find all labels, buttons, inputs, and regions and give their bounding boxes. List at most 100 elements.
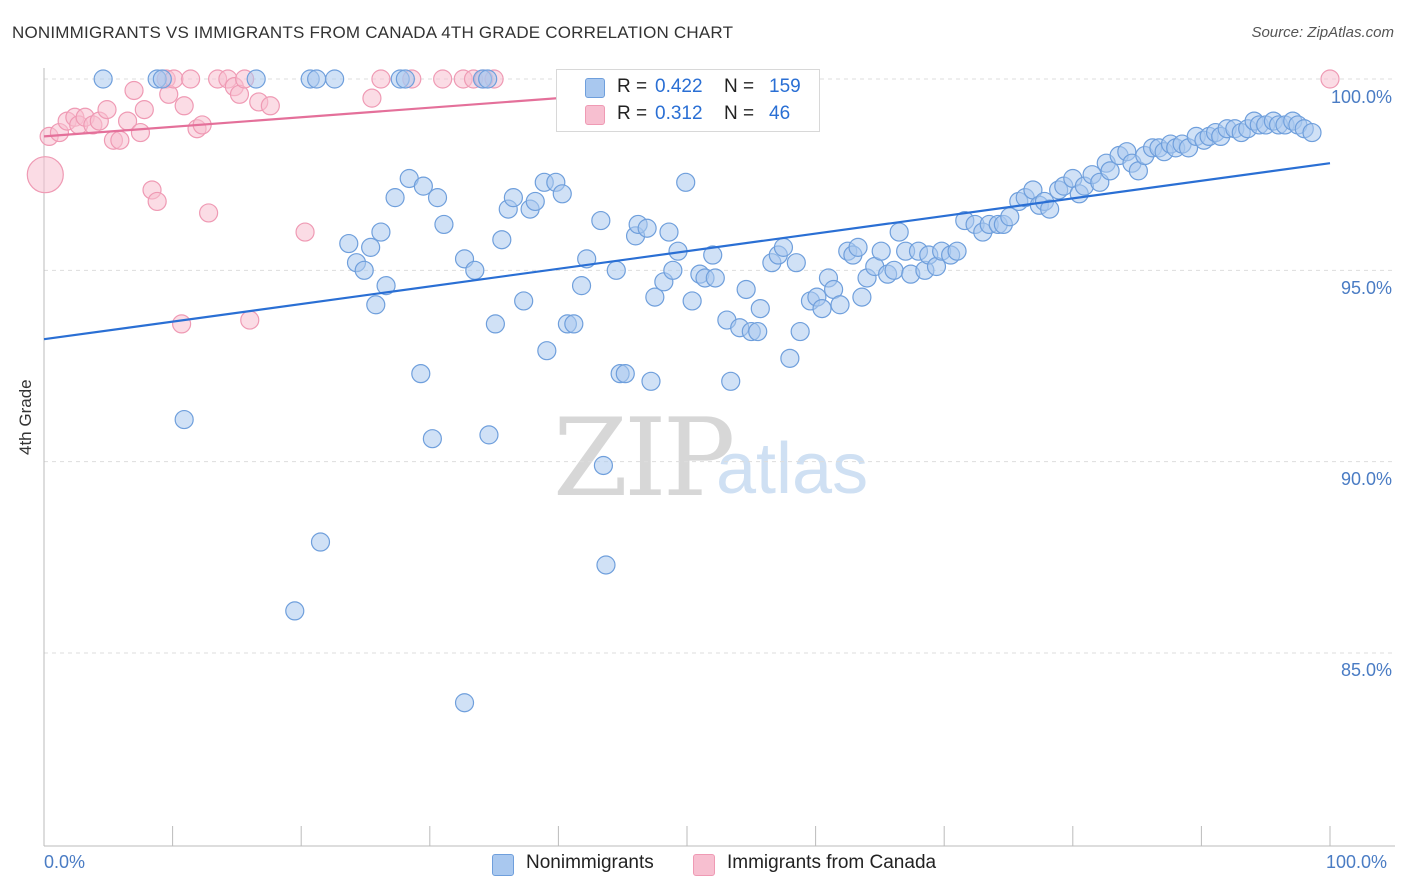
blue-swatch bbox=[585, 78, 605, 98]
point-nonimmigrants bbox=[591, 210, 611, 231]
point-nonimmigrants bbox=[514, 291, 534, 311]
point-nonimmigrants bbox=[615, 364, 635, 384]
point-nonimmigrants bbox=[830, 295, 850, 315]
point-nonimmigrants bbox=[285, 601, 305, 621]
point-nonimmigrants bbox=[682, 291, 702, 311]
pink-swatch bbox=[585, 105, 605, 125]
point-nonimmigrants bbox=[736, 279, 756, 300]
n-label: N = bbox=[724, 103, 755, 124]
point-nonimmigrants bbox=[947, 241, 967, 261]
point-immigrants bbox=[433, 69, 453, 89]
point-nonimmigrants bbox=[705, 268, 725, 288]
point-nonimmigrants bbox=[434, 214, 454, 235]
point-immigrants bbox=[362, 88, 382, 108]
grid-layer bbox=[44, 78, 1395, 654]
point-immigrants bbox=[174, 96, 194, 116]
point-immigrants bbox=[371, 69, 391, 89]
point-nonimmigrants bbox=[848, 237, 868, 257]
point-nonimmigrants bbox=[525, 191, 545, 212]
x-tick-label: 0.0% bbox=[44, 852, 86, 872]
point-nonimmigrants bbox=[1100, 161, 1120, 181]
point-immigrants bbox=[181, 69, 201, 89]
point-immigrants bbox=[130, 122, 151, 143]
point-nonimmigrants bbox=[790, 321, 810, 342]
legend-row-immigrants: R = 0.312 N = 46 bbox=[557, 101, 819, 127]
point-nonimmigrants bbox=[564, 314, 584, 334]
point-nonimmigrants bbox=[371, 222, 391, 242]
point-nonimmigrants bbox=[571, 276, 592, 296]
stats-legend: R = 0.422 N = 159 R = 0.312 N = 46 bbox=[556, 69, 820, 132]
point-nonimmigrants bbox=[852, 287, 872, 307]
point-nonimmigrants bbox=[537, 341, 557, 361]
r-value: 0.422 bbox=[655, 76, 703, 97]
point-nonimmigrants bbox=[152, 69, 172, 89]
point-nonimmigrants bbox=[889, 222, 909, 242]
point-nonimmigrants bbox=[395, 69, 415, 89]
point-nonimmigrants bbox=[676, 172, 696, 192]
n-value: 159 bbox=[769, 76, 801, 97]
point-immigrants bbox=[124, 80, 144, 101]
point-immigrants bbox=[110, 130, 130, 150]
point-nonimmigrants bbox=[465, 260, 485, 280]
y-tick-label: 95.0% bbox=[1340, 278, 1392, 298]
point-nonimmigrants bbox=[552, 184, 572, 204]
point-nonimmigrants bbox=[478, 69, 498, 89]
point-nonimmigrants bbox=[427, 188, 448, 208]
point-nonimmigrants bbox=[871, 241, 891, 261]
point-nonimmigrants bbox=[422, 429, 442, 449]
point-nonimmigrants bbox=[503, 188, 523, 208]
point-nonimmigrants bbox=[748, 321, 768, 342]
point-immigrants bbox=[260, 96, 280, 116]
legend-label: Immigrants from Canada bbox=[727, 852, 937, 873]
chart-title: NONIMMIGRANTS VS IMMIGRANTS FROM CANADA … bbox=[12, 23, 734, 42]
point-nonimmigrants bbox=[361, 237, 381, 257]
point-nonimmigrants bbox=[884, 260, 904, 280]
n-label: N = bbox=[724, 76, 755, 97]
legend-label: Nonimmigrants bbox=[526, 852, 654, 873]
point-nonimmigrants bbox=[385, 188, 405, 208]
r-label: R = bbox=[617, 76, 648, 97]
watermark-atlas: atlas bbox=[716, 429, 869, 509]
point-nonimmigrants bbox=[773, 237, 794, 257]
y-tick-label: 85.0% bbox=[1340, 660, 1392, 680]
point-nonimmigrants bbox=[246, 69, 266, 89]
point-nonimmigrants bbox=[1302, 122, 1322, 143]
point-nonimmigrants bbox=[307, 69, 327, 89]
point-nonimmigrants bbox=[606, 260, 626, 280]
point-immigrants bbox=[172, 314, 192, 334]
pink-swatch bbox=[693, 854, 715, 876]
series-nonimmigrants bbox=[93, 69, 1322, 713]
n-value: 46 bbox=[769, 103, 791, 124]
point-immigrants bbox=[1320, 69, 1340, 89]
point-immigrants bbox=[97, 100, 117, 120]
y-tick-label: 90.0% bbox=[1340, 469, 1392, 489]
x-tick-label: 100.0% bbox=[1326, 852, 1388, 872]
point-immigrants bbox=[240, 310, 260, 330]
point-nonimmigrants bbox=[174, 409, 194, 430]
point-nonimmigrants bbox=[703, 245, 723, 265]
y-axis-label: 4th Grade bbox=[16, 379, 35, 455]
point-nonimmigrants bbox=[645, 287, 665, 307]
trend-line-nonimmigrants bbox=[43, 162, 1331, 341]
point-nonimmigrants bbox=[659, 222, 679, 242]
point-nonimmigrants bbox=[479, 425, 499, 445]
source-label: Source: ZipAtlas.com bbox=[1251, 24, 1394, 41]
point-nonimmigrants bbox=[663, 260, 683, 280]
point-immigrants bbox=[199, 203, 219, 223]
point-nonimmigrants bbox=[721, 371, 741, 391]
point-nonimmigrants bbox=[339, 233, 359, 254]
point-nonimmigrants bbox=[93, 69, 113, 89]
point-nonimmigrants bbox=[411, 364, 431, 384]
point-nonimmigrants bbox=[750, 299, 770, 319]
point-nonimmigrants bbox=[492, 230, 512, 250]
point-nonimmigrants bbox=[641, 371, 661, 391]
point-immigrants bbox=[147, 191, 167, 212]
point-nonimmigrants bbox=[593, 455, 614, 476]
point-nonimmigrants bbox=[637, 218, 657, 238]
blue-swatch bbox=[492, 854, 514, 876]
point-nonimmigrants bbox=[596, 555, 616, 575]
point-nonimmigrants bbox=[780, 348, 800, 368]
point-nonimmigrants bbox=[310, 532, 331, 552]
point-immigrants bbox=[26, 156, 64, 194]
